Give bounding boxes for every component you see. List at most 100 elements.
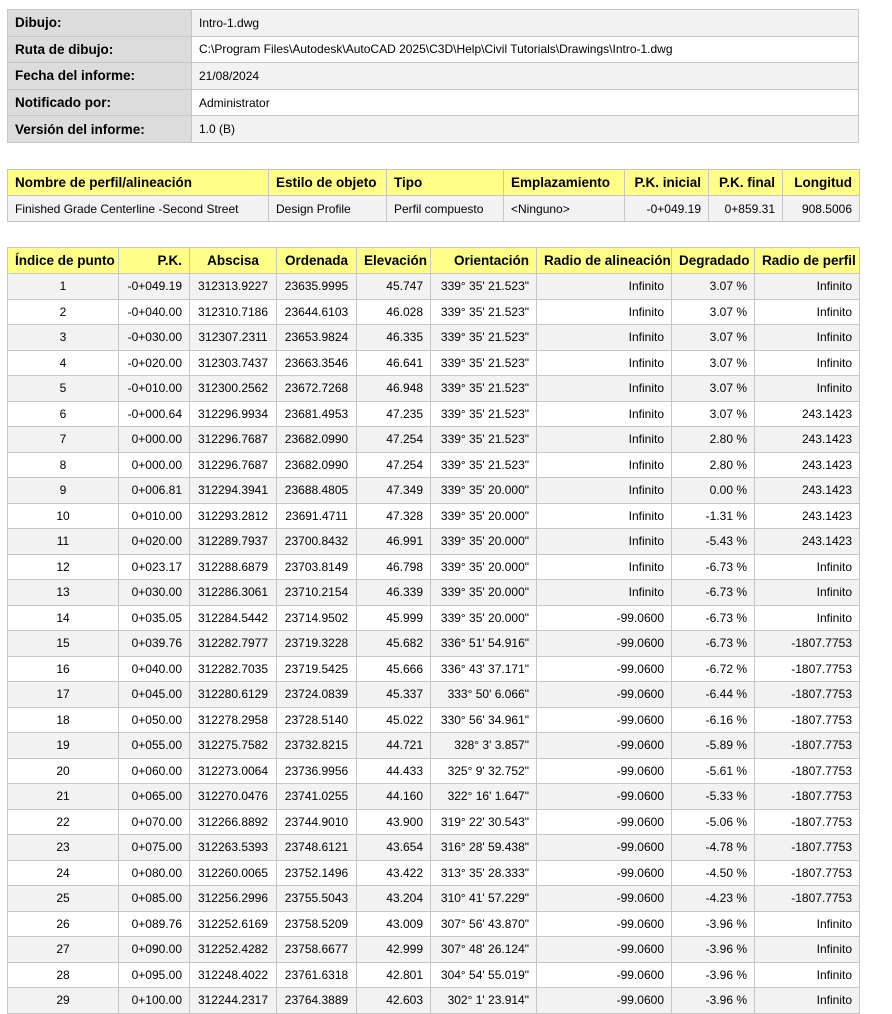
points-cell: 339° 35' 20.000" bbox=[430, 477, 537, 504]
points-cell: 1 bbox=[7, 273, 119, 300]
points-cell: -5.43 % bbox=[671, 528, 755, 555]
points-cell: 243.1423 bbox=[754, 426, 860, 453]
points-cell: 23688.4805 bbox=[276, 477, 357, 504]
points-cell: -0+030.00 bbox=[118, 324, 190, 351]
points-cell: 312266.8892 bbox=[189, 808, 277, 835]
points-cell: 46.339 bbox=[356, 579, 431, 606]
points-cell: 312310.7186 bbox=[189, 298, 277, 325]
points-cell: 339° 35' 21.523" bbox=[430, 400, 537, 427]
points-cell: -99.0600 bbox=[536, 885, 672, 912]
points-cell: 5 bbox=[7, 375, 119, 402]
points-header-row: Índice de punto P.K. Abscisa Ordenada Elevac… bbox=[7, 247, 860, 274]
points-cell: 312270.0476 bbox=[189, 783, 277, 810]
points-cell: 312280.6129 bbox=[189, 681, 277, 708]
table-row: 22 0+070.00 312266.8892 23744.9010 43.900 319… bbox=[7, 808, 860, 835]
points-cell: 0+060.00 bbox=[118, 757, 190, 784]
points-cell: 23703.8149 bbox=[276, 553, 357, 580]
points-cell: -1807.7753 bbox=[754, 859, 860, 886]
profile-column-header: Estilo de objeto bbox=[268, 169, 387, 196]
points-cell: Infinito bbox=[754, 553, 860, 580]
points-cell: 339° 35' 21.523" bbox=[430, 273, 537, 300]
points-cell: -6.73 % bbox=[671, 579, 755, 606]
table-row: 6 -0+000.64 312296.9934 23681.4953 47.235 339… bbox=[7, 400, 860, 427]
points-cell: 312303.7437 bbox=[189, 349, 277, 376]
points-cell: -5.33 % bbox=[671, 783, 755, 810]
points-cell: Infinito bbox=[536, 528, 672, 555]
table-row: 24 0+080.00 312260.0065 23752.1496 43.422 313… bbox=[7, 859, 860, 886]
table-row: 3 -0+030.00 312307.2311 23653.9824 46.335 339… bbox=[7, 324, 860, 351]
points-cell: 0+085.00 bbox=[118, 885, 190, 912]
points-cell: 17 bbox=[7, 681, 119, 708]
points-cell: Infinito bbox=[754, 273, 860, 300]
points-cell: 47.349 bbox=[356, 477, 431, 504]
points-column-header: Índice de punto bbox=[7, 247, 119, 274]
points-cell: 46.028 bbox=[356, 298, 431, 325]
profile-column-header: Longitud bbox=[782, 169, 860, 196]
points-cell: -6.72 % bbox=[671, 655, 755, 682]
points-cell: 328° 3' 3.857" bbox=[430, 732, 537, 759]
points-cell: -99.0600 bbox=[536, 859, 672, 886]
points-cell: -1807.7753 bbox=[754, 732, 860, 759]
points-cell: -99.0600 bbox=[536, 604, 672, 631]
points-cell: 0+045.00 bbox=[118, 681, 190, 708]
points-cell: Infinito bbox=[536, 349, 672, 376]
points-cell: 302° 1' 23.914" bbox=[430, 987, 537, 1014]
points-cell: -3.96 % bbox=[671, 910, 755, 937]
points-cell: 47.254 bbox=[356, 451, 431, 478]
points-cell: 44.160 bbox=[356, 783, 431, 810]
table-row: 26 0+089.76 312252.6169 23758.5209 43.009 307… bbox=[7, 910, 860, 937]
table-row: 17 0+045.00 312280.6129 23724.0839 45.337 333… bbox=[7, 681, 860, 708]
points-cell: 23752.1496 bbox=[276, 859, 357, 886]
points-cell: 45.666 bbox=[356, 655, 431, 682]
points-cell: Infinito bbox=[754, 375, 860, 402]
profile-column-header: P.K. inicial bbox=[624, 169, 709, 196]
table-row: 29 0+100.00 312244.2317 23764.3889 42.603 302… bbox=[7, 987, 860, 1014]
points-cell: 312296.7687 bbox=[189, 451, 277, 478]
points-cell: -3.96 % bbox=[671, 961, 755, 988]
table-row: 23 0+075.00 312263.5393 23748.6121 43.654 316… bbox=[7, 834, 860, 861]
points-cell: 312284.5442 bbox=[189, 604, 277, 631]
points-cell: 0+089.76 bbox=[118, 910, 190, 937]
points-cell: 307° 48' 26.124" bbox=[430, 936, 537, 963]
points-cell: Infinito bbox=[536, 273, 672, 300]
points-cell: 3.07 % bbox=[671, 375, 755, 402]
points-cell: 42.603 bbox=[356, 987, 431, 1014]
info-value: 21/08/2024 bbox=[191, 62, 859, 90]
points-cell: -1807.7753 bbox=[754, 783, 860, 810]
points-cell: 23755.5043 bbox=[276, 885, 357, 912]
points-cell: 0+030.00 bbox=[118, 579, 190, 606]
points-cell: -99.0600 bbox=[536, 808, 672, 835]
points-cell: -4.23 % bbox=[671, 885, 755, 912]
info-value: C:\Program Files\Autodesk\AutoCAD 2025\C… bbox=[191, 35, 859, 64]
points-cell: 16 bbox=[7, 655, 119, 682]
points-cell: 28 bbox=[7, 961, 119, 988]
points-cell: 12 bbox=[7, 553, 119, 580]
points-cell: Infinito bbox=[754, 604, 860, 631]
points-column-header: Ordenada bbox=[276, 247, 357, 274]
points-cell: 23714.9502 bbox=[276, 604, 357, 631]
points-cell: -99.0600 bbox=[536, 961, 672, 988]
points-cell: 339° 35' 21.523" bbox=[430, 298, 537, 325]
points-cell: 23728.5140 bbox=[276, 706, 357, 733]
points-cell: 23758.5209 bbox=[276, 910, 357, 937]
points-cell: -99.0600 bbox=[536, 783, 672, 810]
table-row: 11 0+020.00 312289.7937 23700.8432 46.991 339… bbox=[7, 528, 860, 555]
points-cell: -1807.7753 bbox=[754, 834, 860, 861]
profile-cell: 908.5006 bbox=[782, 195, 860, 222]
points-cell: 312248.4022 bbox=[189, 961, 277, 988]
points-cell: Infinito bbox=[754, 961, 860, 988]
points-cell: 15 bbox=[7, 630, 119, 657]
points-cell: 312307.2311 bbox=[189, 324, 277, 351]
points-cell: Infinito bbox=[536, 298, 672, 325]
points-cell: 0+070.00 bbox=[118, 808, 190, 835]
points-cell: 47.254 bbox=[356, 426, 431, 453]
points-cell: 44.721 bbox=[356, 732, 431, 759]
points-column-header: Radio de alineación bbox=[536, 247, 672, 274]
points-cell: 339° 35' 20.000" bbox=[430, 579, 537, 606]
points-cell: 46.798 bbox=[356, 553, 431, 580]
points-cell: 11 bbox=[7, 528, 119, 555]
table-row: 28 0+095.00 312248.4022 23761.6318 42.801 304… bbox=[7, 961, 860, 988]
points-cell: -1807.7753 bbox=[754, 706, 860, 733]
points-column-header: Degradado bbox=[671, 247, 755, 274]
points-cell: 316° 28' 59.438" bbox=[430, 834, 537, 861]
